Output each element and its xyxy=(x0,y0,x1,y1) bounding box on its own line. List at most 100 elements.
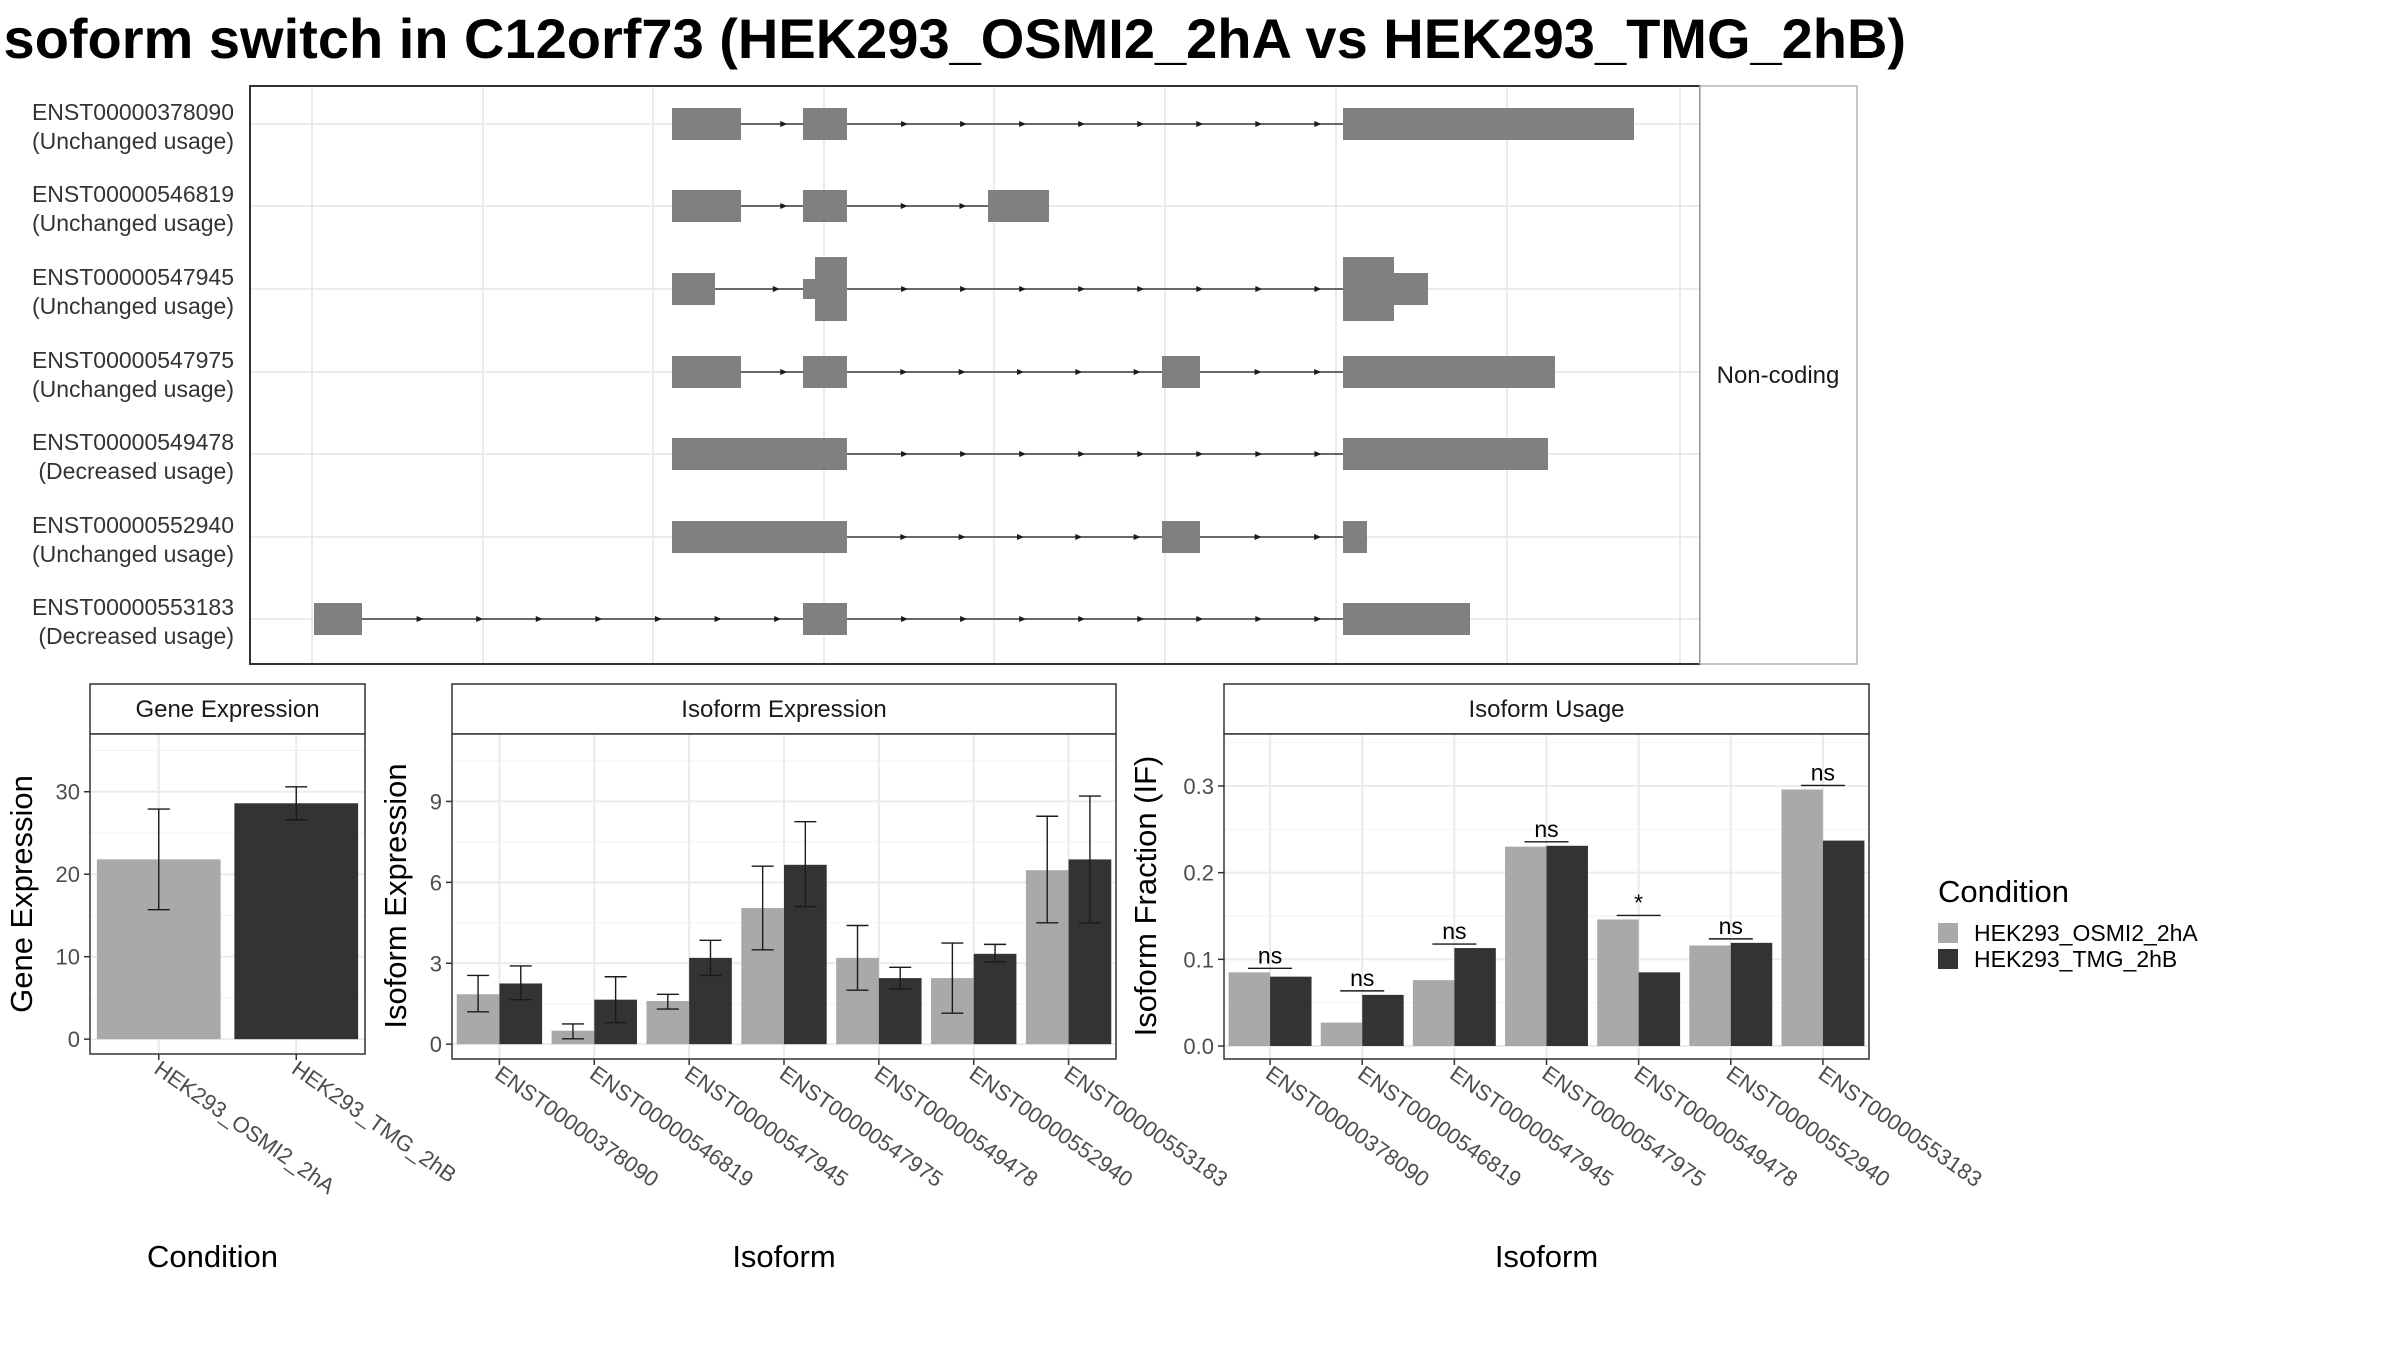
bar-hek293-tmg-2hb-5 xyxy=(1730,942,1773,1046)
isoform-usage-border xyxy=(1223,733,1870,1060)
structure-transcript-labels: ENST00000378090 (Unchanged usage) ENST0000… xyxy=(32,99,234,649)
intron-arrow-5-0-2 xyxy=(958,534,966,540)
intron-arrow-6-1-1 xyxy=(901,616,909,622)
significance-label: ns xyxy=(1350,965,1374,991)
y-tick-label: 0.3 xyxy=(1183,774,1214,799)
structure-strip xyxy=(1699,85,1858,665)
legend-label-osmi: HEK293_OSMI2_2hA xyxy=(1974,920,2198,946)
intron-arrow-3-2-2 xyxy=(1314,369,1322,375)
intron-arrow-3-1-1 xyxy=(900,369,908,375)
intron-arrow-4-0-3 xyxy=(1019,451,1027,457)
x-tick-label: ENST00000552940 xyxy=(965,1061,1138,1192)
intron-arrow-2-2-3 xyxy=(1019,286,1027,292)
isoform-expression-panel: Isoform Expression 0369ENST00000378090EN… xyxy=(378,683,1233,1274)
intron-arrow-2-2-1 xyxy=(901,286,909,292)
bar-hek293-tmg-2hb-2 xyxy=(1454,948,1496,1046)
intron-arrow-0-1-1 xyxy=(901,121,909,127)
transcript-usage-label: (Unchanged usage) xyxy=(32,541,234,567)
significance-label: ns xyxy=(1442,918,1466,944)
bar-hek293-tmg-2hb-6 xyxy=(1822,840,1865,1046)
intron-arrow-6-0-1 xyxy=(416,616,424,622)
bar-hek293-tmg-2hb-4 xyxy=(1638,972,1681,1046)
intron-arrow-4-0-7 xyxy=(1255,451,1263,457)
transcript-usage-label: (Unchanged usage) xyxy=(32,376,234,402)
isoform-expression-xlabel: Isoform xyxy=(732,1239,835,1274)
significance-label: ns xyxy=(1719,913,1743,939)
significance-label: * xyxy=(1634,889,1643,915)
intron-arrow-6-1-6 xyxy=(1196,616,1204,622)
y-tick-label: 0 xyxy=(68,1027,80,1052)
y-tick-label: 0 xyxy=(430,1032,442,1057)
intron-arrow-6-0-5 xyxy=(654,616,662,622)
transcript-usage-label: (Unchanged usage) xyxy=(32,293,234,319)
intron-arrow-4-0-2 xyxy=(960,451,968,457)
intron-arrow-5-0-5 xyxy=(1133,534,1141,540)
bar-hek293-osmi2-2ha-3 xyxy=(1505,846,1547,1046)
x-tick-label: ENST00000553183 xyxy=(1060,1061,1233,1192)
bar-hek293-tmg-2hb-1 xyxy=(1362,994,1404,1046)
isoform-usage-strip-title: Isoform Usage xyxy=(1468,696,1624,723)
significance-label: ns xyxy=(1534,816,1558,842)
intron-arrow-2-2-7 xyxy=(1255,286,1263,292)
gene-expression-xlabel: Condition xyxy=(147,1239,278,1274)
transcript-usage-label: (Unchanged usage) xyxy=(32,128,234,154)
bar-hek293-osmi2-2ha-4 xyxy=(1597,919,1639,1046)
significance-label: ns xyxy=(1258,942,1282,968)
gene-structure-panel: ENST00000378090 (Unchanged usage) ENST0000… xyxy=(32,85,1858,665)
exon-enst00000547975-3 xyxy=(1343,356,1555,388)
bar-hek293-tmg-2hb-1 xyxy=(234,803,359,1040)
x-tick-label: ENST00000549478 xyxy=(870,1061,1043,1192)
legend-swatch-osmi xyxy=(1938,923,1958,943)
exon-enst00000547945-2 xyxy=(815,257,847,321)
gene-expression-border xyxy=(89,733,366,1055)
isoform-expression-border xyxy=(451,733,1117,1060)
x-tick-label: ENST00000378090 xyxy=(491,1061,664,1192)
isoform-usage-plot: 0.0 0.1 0.2 0.3 ns ns ns ns * ns ns ENST00000378090… xyxy=(1183,734,1987,1192)
transcript-id-label: ENST00000547975 xyxy=(32,347,234,373)
x-tick-label: ENST00000546819 xyxy=(585,1061,758,1192)
y-tick-label: 6 xyxy=(430,870,442,895)
y-tick-label: 0.2 xyxy=(1183,861,1214,886)
intron-arrow-5-0-1 xyxy=(900,534,908,540)
exon-enst00000546819-1 xyxy=(803,190,847,222)
exon-enst00000552940-0 xyxy=(672,521,847,553)
intron-arrow-2-0-1 xyxy=(772,286,780,292)
y-tick-label: 30 xyxy=(56,780,80,805)
bar-hek293-tmg-2hb-0 xyxy=(1270,976,1312,1046)
x-tick-label: ENST00000378090 xyxy=(1261,1061,1434,1192)
gene-expression-strip xyxy=(89,683,366,735)
exon-enst00000547975-0 xyxy=(672,356,741,388)
intron-arrow-0-1-4 xyxy=(1078,121,1086,127)
exon-enst00000553183-1 xyxy=(803,603,847,635)
intron-arrow-0-1-6 xyxy=(1196,121,1204,127)
intron-arrow-5-1-2 xyxy=(1314,534,1322,540)
exon-enst00000378090-2 xyxy=(1343,108,1634,140)
intron-arrow-6-0-6 xyxy=(714,616,722,622)
transcript-id-label: ENST00000378090 xyxy=(32,99,234,125)
exon-enst00000547945-4 xyxy=(1394,273,1428,305)
intron-arrow-2-2-2 xyxy=(960,286,968,292)
gene-expression-panel: Gene Expression 0102030HEK293_OSMI2_2hAH… xyxy=(4,683,461,1274)
exon-enst00000378090-1 xyxy=(803,108,847,140)
intron-arrow-1-1-1 xyxy=(900,203,908,209)
legend-swatch-tmg xyxy=(1938,949,1958,969)
exon-enst00000546819-0 xyxy=(672,190,741,222)
intron-arrow-3-1-3 xyxy=(1017,369,1024,375)
y-tick-label: 3 xyxy=(430,951,442,976)
intron-arrow-0-1-7 xyxy=(1255,121,1263,127)
intron-arrow-2-2-8 xyxy=(1314,286,1322,292)
bar-hek293-osmi2-2ha-5 xyxy=(1689,945,1731,1046)
x-tick-label: ENST00000553183 xyxy=(1814,1061,1987,1192)
exon-enst00000552940-1 xyxy=(1162,521,1200,553)
x-tick-label: ENST00000546819 xyxy=(1353,1061,1526,1192)
isoform-expression-strip-title: Isoform Expression xyxy=(681,696,886,723)
exon-enst00000546819-2 xyxy=(988,190,1049,222)
structure-intron-lines xyxy=(362,121,1343,622)
intron-arrow-6-0-3 xyxy=(535,616,543,622)
x-tick-label: ENST00000547945 xyxy=(680,1061,853,1192)
exon-enst00000547975-2 xyxy=(1162,356,1200,388)
transcript-id-label: ENST00000549478 xyxy=(32,429,234,455)
x-tick-label: ENST00000549478 xyxy=(1630,1061,1803,1192)
